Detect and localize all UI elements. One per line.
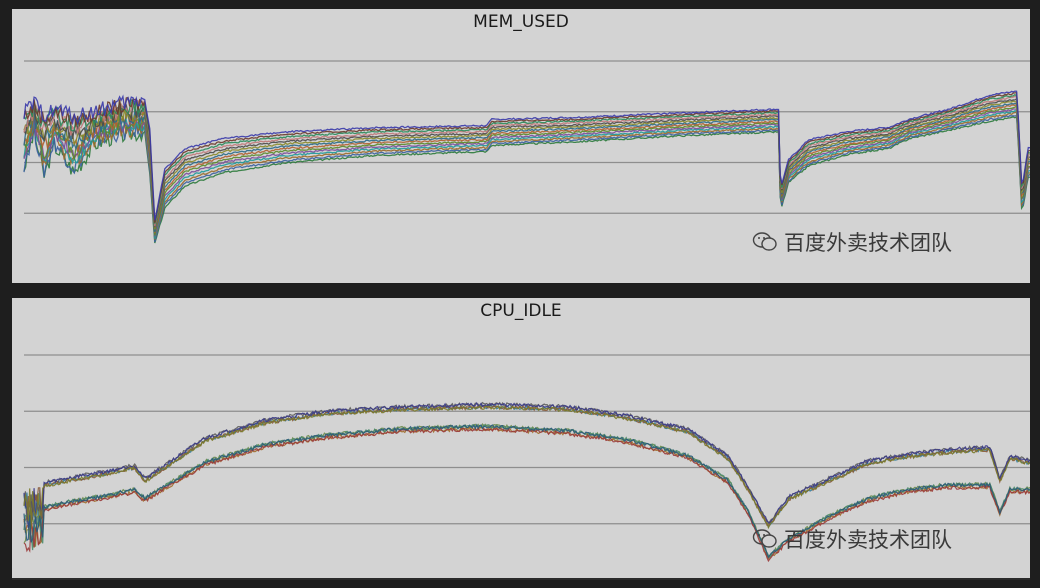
series-line	[23, 401, 1030, 529]
series-line	[23, 427, 1030, 563]
series-line	[23, 404, 1030, 527]
cpu-idle-panel: CPU_IDLE 百度外卖技术团队	[12, 298, 1030, 580]
series-line	[23, 110, 1030, 239]
series-line	[23, 111, 1030, 240]
mem-used-plot	[23, 60, 1030, 244]
mem-used-panel: MEM_USED 百度外卖技术团队	[12, 9, 1030, 283]
watermark: 百度外卖技术团队	[752, 524, 952, 554]
series-line	[23, 93, 1030, 224]
watermark-text: 百度外卖技术团队	[784, 231, 952, 255]
series-line	[23, 100, 1030, 230]
watermark: 百度外卖技术团队	[752, 227, 952, 257]
x-axis	[12, 578, 1030, 580]
series-line	[23, 404, 1030, 529]
series-line	[23, 95, 1030, 227]
series-line	[23, 404, 1030, 530]
cpu-idle-plot	[23, 354, 1030, 563]
series-line	[23, 114, 1030, 243]
chart-title: MEM_USED	[473, 12, 569, 32]
watermark-text: 百度外卖技术团队	[784, 528, 952, 552]
wechat-icon	[752, 529, 777, 548]
series-line	[23, 115, 1030, 244]
series-line	[23, 105, 1030, 236]
series-line	[23, 97, 1030, 228]
series-line	[23, 108, 1030, 237]
wechat-icon	[752, 232, 777, 251]
series-line	[23, 103, 1030, 234]
series-line	[23, 102, 1030, 233]
series-line	[23, 423, 1030, 559]
chart-title: CPU_IDLE	[480, 301, 562, 321]
series-line	[23, 91, 1030, 223]
series-line	[23, 90, 1030, 221]
